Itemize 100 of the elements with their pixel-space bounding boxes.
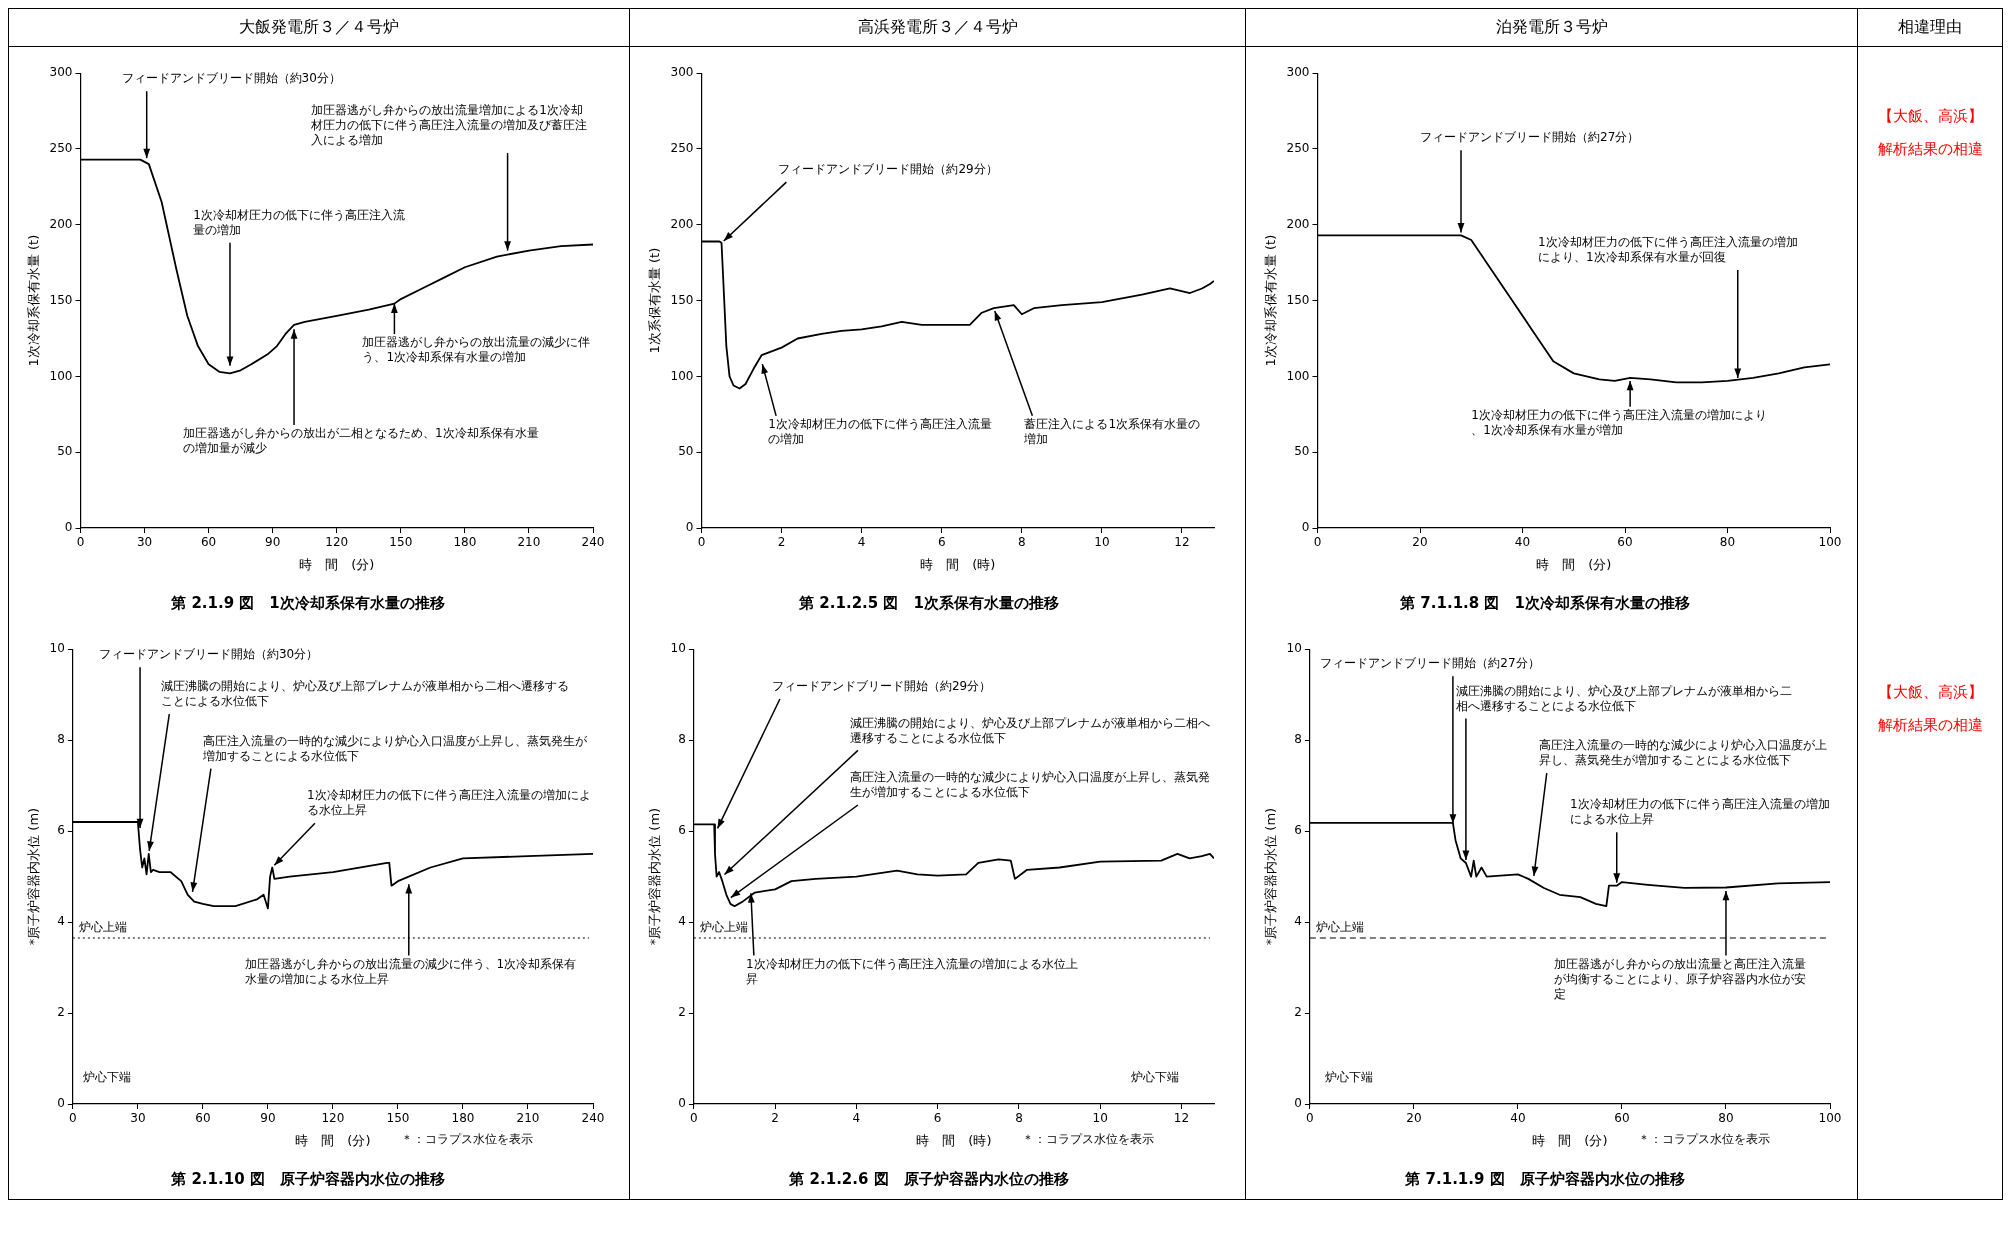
y-tick-label: 10 [670,641,686,656]
y-tick-label: 0 [64,520,73,535]
text: 第 2.1.10 図 原子炉容器内水位の推移 [170,1169,445,1188]
annotation: フィードアンドブリード開始（約29分） [778,162,998,177]
y-tick-label: 4 [1294,914,1302,929]
annotation: 炉心下端 [1325,1070,1374,1085]
text: 解析結果の相違 [1876,716,1984,735]
ref-line-label: 炉心上端 [699,920,748,935]
annotation: フィードアンドブリード開始（約27分） [1420,130,1640,145]
y-tick-label: 300 [1286,65,1310,80]
y-tick-label: 50 [1294,444,1310,459]
y-tick-label: 300 [670,65,694,80]
x-tick-label: 10 [1092,1111,1108,1126]
y-tick-label: 200 [670,216,694,231]
y-axis-title: 1次冷却系保有水量 (t) [1263,234,1279,367]
x-tick-label: 240 [581,1111,605,1126]
y-tick-label: 250 [1286,141,1310,156]
y-tick-label: 8 [678,732,686,747]
y-tick-label: 250 [49,141,73,156]
x-tick-label: 12 [1174,535,1190,550]
x-tick-label: 4 [857,535,866,550]
x-tick-label: 60 [195,1111,211,1126]
y-tick-label: 10 [49,641,65,656]
annotation: 高圧注入流量の一時的な減少により炉心入口温度が上昇し、蒸気発生が増加することによる水位低下 [201,733,588,763]
annotation: 加圧器逃がし弁からの放出が二相となるため、1次冷却系保有水量の増加量が減少 [183,426,539,456]
annotation: 高圧注入流量の一時的な減少により炉心入口温度が上昇し、蒸気発生が増加することによる水位低下 [849,770,1210,800]
annotation: 加圧器逃がし弁からの放出流量の減少に伴う、1次冷却系保有水量の増加による水位上昇 [244,956,577,986]
x-tick-label: 80 [1718,1111,1734,1126]
ref-line-label: 炉心上端 [78,920,127,935]
x-axis-title: 時 間 (分) [295,1132,371,1148]
y-tick-label: 0 [1294,1096,1302,1111]
text: 高浜発電所３／４号炉 [629,9,1245,46]
x-axis-title: 時 間 (時) [916,1132,992,1148]
y-tick-label: 100 [670,368,694,383]
x-tick-label: 0 [1313,535,1322,550]
annotation: 1次冷却材圧力の低下に伴う高圧注入流量の増加による水位上昇 [745,956,1078,986]
y-tick-label: 0 [1301,520,1310,535]
x-tick-label: 80 [1719,535,1736,550]
y-tick-label: 4 [678,914,686,929]
annotation: 炉心下端 [1130,1070,1179,1085]
x-tick-label: 210 [517,535,541,550]
x-tick-label: 100 [1818,1111,1842,1126]
y-axis-title: *原子炉容器内水位 (m) [647,807,663,946]
annotation: 減圧沸騰の開始により、炉心及び上部プレナムが液単相から二相へ遷移することによる水位低下 [849,715,1210,745]
annotation: 減圧沸騰の開始により、炉心及び上部プレナムが液単相から二相へ遷移することによる水位低下 [1455,683,1792,713]
x-tick-label: 90 [265,535,281,550]
y-axis-title: 1次冷却系保有水量 (t) [26,234,42,367]
y-tick-label: 2 [678,1005,686,1020]
x-tick-label: 8 [1017,535,1026,550]
annotation: 1次冷却材圧力の低下に伴う高圧注入流量の増加により、1次冷却系保有水量が増加 [1471,407,1767,437]
y-tick-label: 250 [670,141,694,156]
annotation: 減圧沸騰の開始により、炉心及び上部プレナムが液単相から二相へ遷移することによる水位低下 [161,679,570,709]
x-axis-title: 時 間 (時) [920,556,996,572]
text: 第 7.1.1.9 図 原子炉容器内水位の推移 [1404,1169,1685,1188]
annotation: 1次冷却材圧力の低下に伴う高圧注入流量の増加により、1次冷却系保有水量が回復 [1537,235,1798,265]
text: 第 2.1.2.5 図 1次系保有水量の推移 [798,593,1059,612]
annotation: 蓄圧注入による1次系保有水量の増加 [1023,416,1201,446]
y-tick-label: 100 [1286,368,1310,383]
ref-line-label: 炉心上端 [1315,920,1364,935]
x-tick-label: 20 [1412,535,1428,550]
annotation: 高圧注入流量の一時的な減少により炉心入口温度が上昇し、蒸気発生が増加することによる水位低下 [1538,738,1827,768]
y-tick-label: 8 [57,732,65,747]
y-tick-label: 150 [670,292,694,307]
y-tick-label: 0 [685,520,694,535]
x-tick-label: 6 [937,535,946,550]
annotation: フィードアンドブリード開始（約27分） [1320,656,1540,671]
annotation: フィードアンドブリード開始（約29分） [771,679,992,694]
annotation: フィードアンドブリード開始（約30分） [98,647,319,662]
y-tick-label: 0 [57,1096,65,1111]
text: 解析結果の相違 [1876,140,1984,159]
text: ＊：コラプス水位を表示 [1021,1131,1154,1146]
annotation: フィードアンドブリード開始（約30分） [121,71,341,86]
y-tick-label: 0 [678,1096,686,1111]
text: 第 7.1.1.8 図 1次冷却系保有水量の推移 [1399,593,1690,612]
text: ＊：コラプス水位を表示 [1637,1131,1770,1146]
x-axis-title: 時 間 (分) [299,556,375,572]
x-tick-label: 120 [321,1111,345,1126]
y-tick-label: 50 [678,444,694,459]
x-tick-label: 6 [933,1111,942,1126]
text: 【大飯、高浜】 [1876,107,1984,126]
x-tick-label: 180 [453,535,477,550]
y-axis-title: 1次系保有水量 (t) [647,247,663,354]
annotation: 加圧器逃がし弁からの放出流量の減少に伴う、1次冷却系保有水量の増加 [362,335,591,365]
y-tick-label: 10 [1286,641,1302,656]
x-tick-label: 180 [451,1111,475,1126]
text: 第 2.1.9 図 1次冷却系保有水量の推移 [170,593,445,612]
x-tick-label: 4 [852,1111,861,1126]
y-tick-label: 300 [49,65,73,80]
y-tick-label: 50 [57,444,73,459]
annotation: 1次冷却材圧力の低下に伴う高圧注入流量の増加 [768,416,992,446]
y-tick-label: 8 [1294,732,1302,747]
annotation: 加圧器逃がし弁からの放出流量増加による1次冷却材圧力の低下に伴う高圧注入流量の増加及び蓄圧注入による増加 [310,103,588,148]
x-tick-label: 2 [777,535,786,550]
annotation: 1次冷却材圧力の低下に伴う高圧注入流量の増加による水位上昇 [1569,797,1830,827]
y-tick-label: 6 [678,823,686,838]
text: 【大飯、高浜】 [1876,683,1984,702]
y-tick-label: 200 [1286,216,1310,231]
x-axis-title: 時 間 (分) [1536,556,1612,572]
text: 第 2.1.2.6 図 原子炉容器内水位の推移 [788,1169,1069,1188]
x-tick-label: 10 [1094,535,1110,550]
